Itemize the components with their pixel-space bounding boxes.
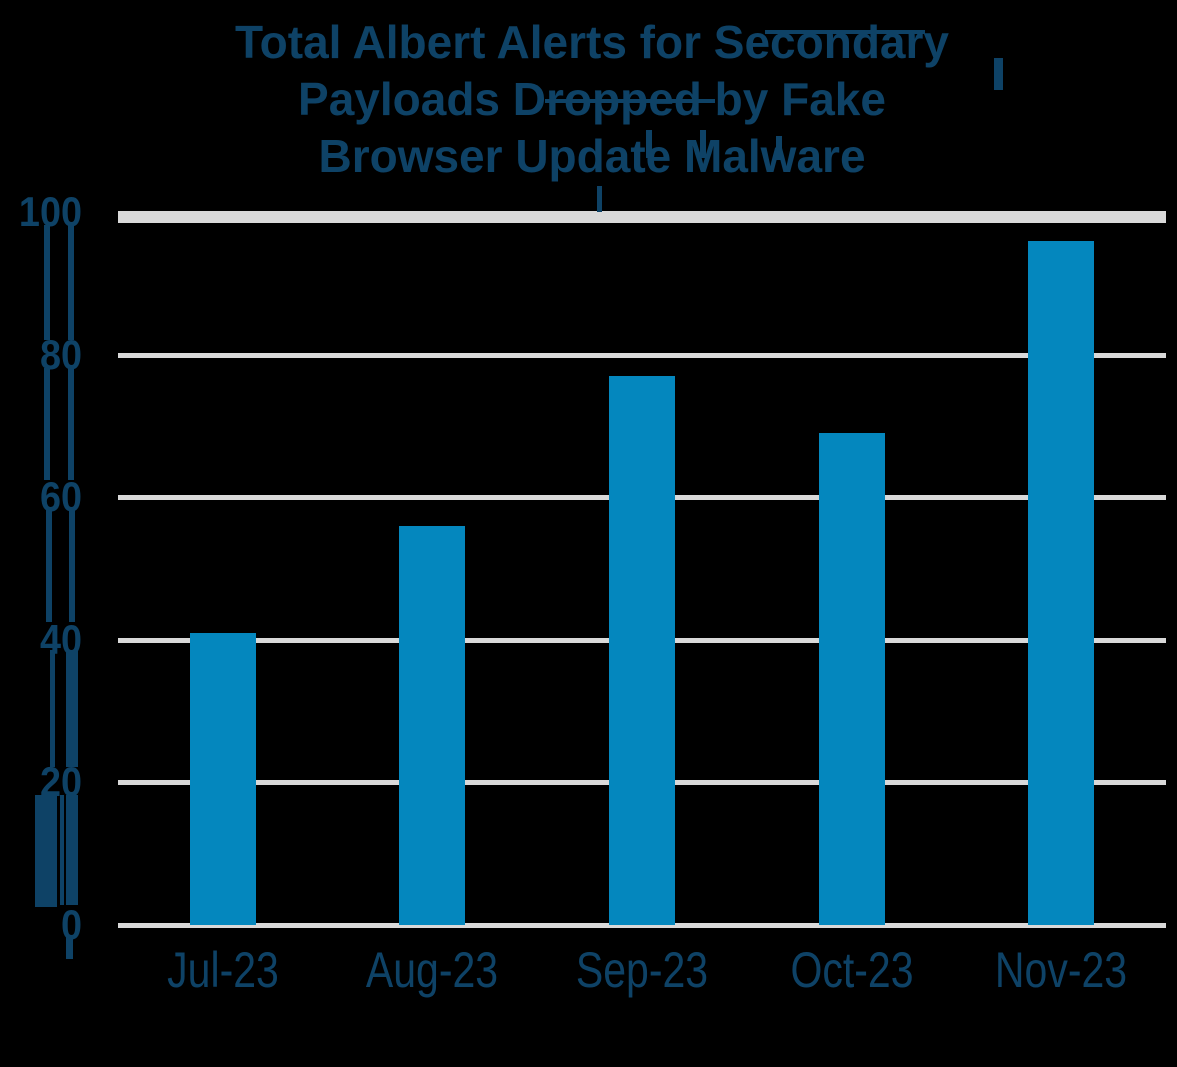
render-artifact [66, 937, 73, 959]
render-artifact [776, 136, 782, 160]
bar-sep-23 [609, 376, 675, 925]
chart-title-line-1: Total Albert Alerts for Secondary [235, 16, 949, 68]
x-axis-label-aug-23: Aug-23 [366, 942, 499, 998]
render-artifact [69, 508, 75, 622]
render-artifact [44, 368, 50, 480]
render-artifact [44, 225, 50, 340]
render-artifact [66, 795, 78, 905]
y-axis-tick-20: 20 [39, 758, 82, 806]
render-artifact [68, 225, 74, 340]
y-axis-tick-100: 100 [18, 188, 82, 235]
bar-aug-23 [399, 526, 466, 925]
y-axis-tick-80: 80 [39, 330, 82, 378]
render-artifact [35, 795, 57, 907]
render-artifact [60, 795, 64, 905]
render-artifact [765, 30, 925, 34]
render-artifact [46, 508, 52, 622]
render-artifact [66, 650, 78, 767]
gridline-0 [118, 923, 1166, 928]
render-artifact [50, 650, 55, 767]
gridline-80 [118, 352, 1166, 358]
bar-nov-23 [1028, 241, 1095, 925]
render-artifact [545, 99, 715, 103]
bar-oct-23 [818, 433, 885, 925]
render-artifact [597, 186, 602, 212]
render-artifact [646, 130, 652, 158]
y-axis-tick-40: 40 [39, 615, 82, 663]
render-artifact [68, 368, 74, 480]
x-axis-label-oct-23: Oct-23 [790, 942, 914, 998]
gridline-100 [118, 211, 1166, 223]
render-artifact [700, 130, 706, 158]
x-axis-label-jul-23: Jul-23 [166, 942, 279, 998]
render-artifact [994, 58, 1003, 90]
bar-jul-23 [189, 633, 256, 925]
x-axis-label-sep-23: Sep-23 [575, 942, 709, 998]
x-axis-label-nov-23: Nov-23 [995, 942, 1128, 998]
y-axis-tick-0: 0 [60, 901, 82, 948]
y-axis-tick-60: 60 [39, 473, 82, 521]
chart-title-line-3: Browser Update Malware [318, 130, 866, 182]
